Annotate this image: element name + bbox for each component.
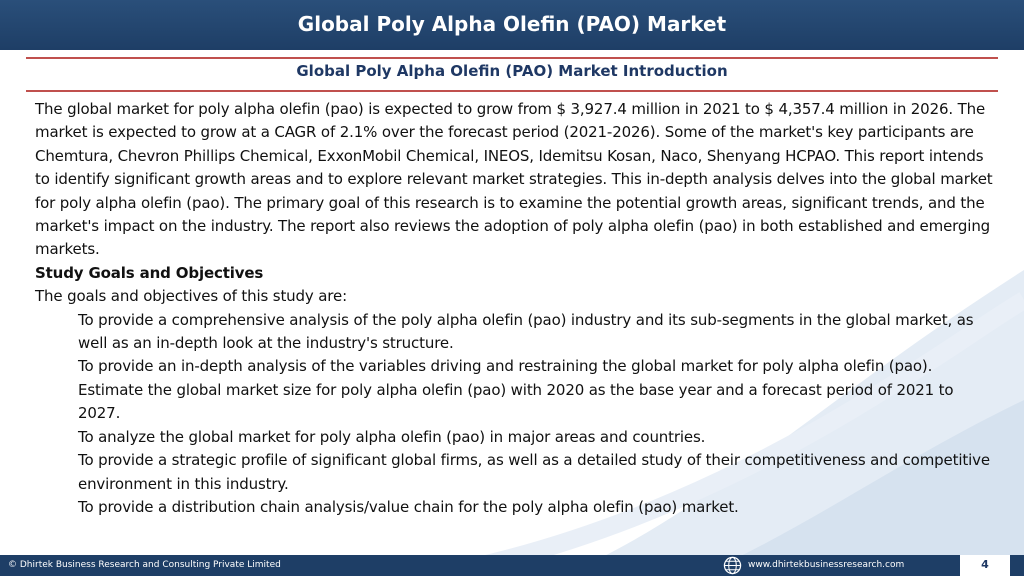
website-link[interactable]: www.dhirtekbusinessresearch.com	[748, 560, 905, 570]
goals-heading: Study Goals and Objectives	[35, 263, 264, 282]
copyright-text: © Dhirtek Business Research and Consulti…	[8, 560, 281, 570]
objectives-list: To provide a comprehensive analysis of t…	[35, 309, 995, 520]
section-divider-bottom	[26, 90, 998, 92]
objective-item: To provide a strategic profile of signif…	[78, 451, 990, 493]
section-divider-top	[26, 57, 998, 59]
objective-item: To analyze the global market for poly al…	[78, 427, 706, 446]
content-area: The global market for poly alpha olefin …	[35, 98, 995, 519]
globe-icon	[723, 556, 742, 575]
page-number: 4	[960, 555, 1010, 576]
footer-bar: © Dhirtek Business Research and Consulti…	[0, 555, 1024, 576]
objective-item: To provide a distribution chain analysis…	[78, 497, 739, 516]
header-bar: Global Poly Alpha Olefin (PAO) Market	[0, 0, 1024, 50]
section-title: Global Poly Alpha Olefin (PAO) Market In…	[296, 62, 728, 80]
objective-item: To provide a comprehensive analysis of t…	[78, 310, 974, 353]
goals-intro: The goals and objectives of this study a…	[35, 287, 347, 306]
slide-title: Global Poly Alpha Olefin (PAO) Market	[297, 12, 727, 36]
intro-paragraph: The global market for poly alpha olefin …	[35, 100, 993, 259]
objective-item: To provide an in-depth analysis of the v…	[78, 357, 933, 376]
objective-item: Estimate the global market size for poly…	[78, 380, 954, 423]
